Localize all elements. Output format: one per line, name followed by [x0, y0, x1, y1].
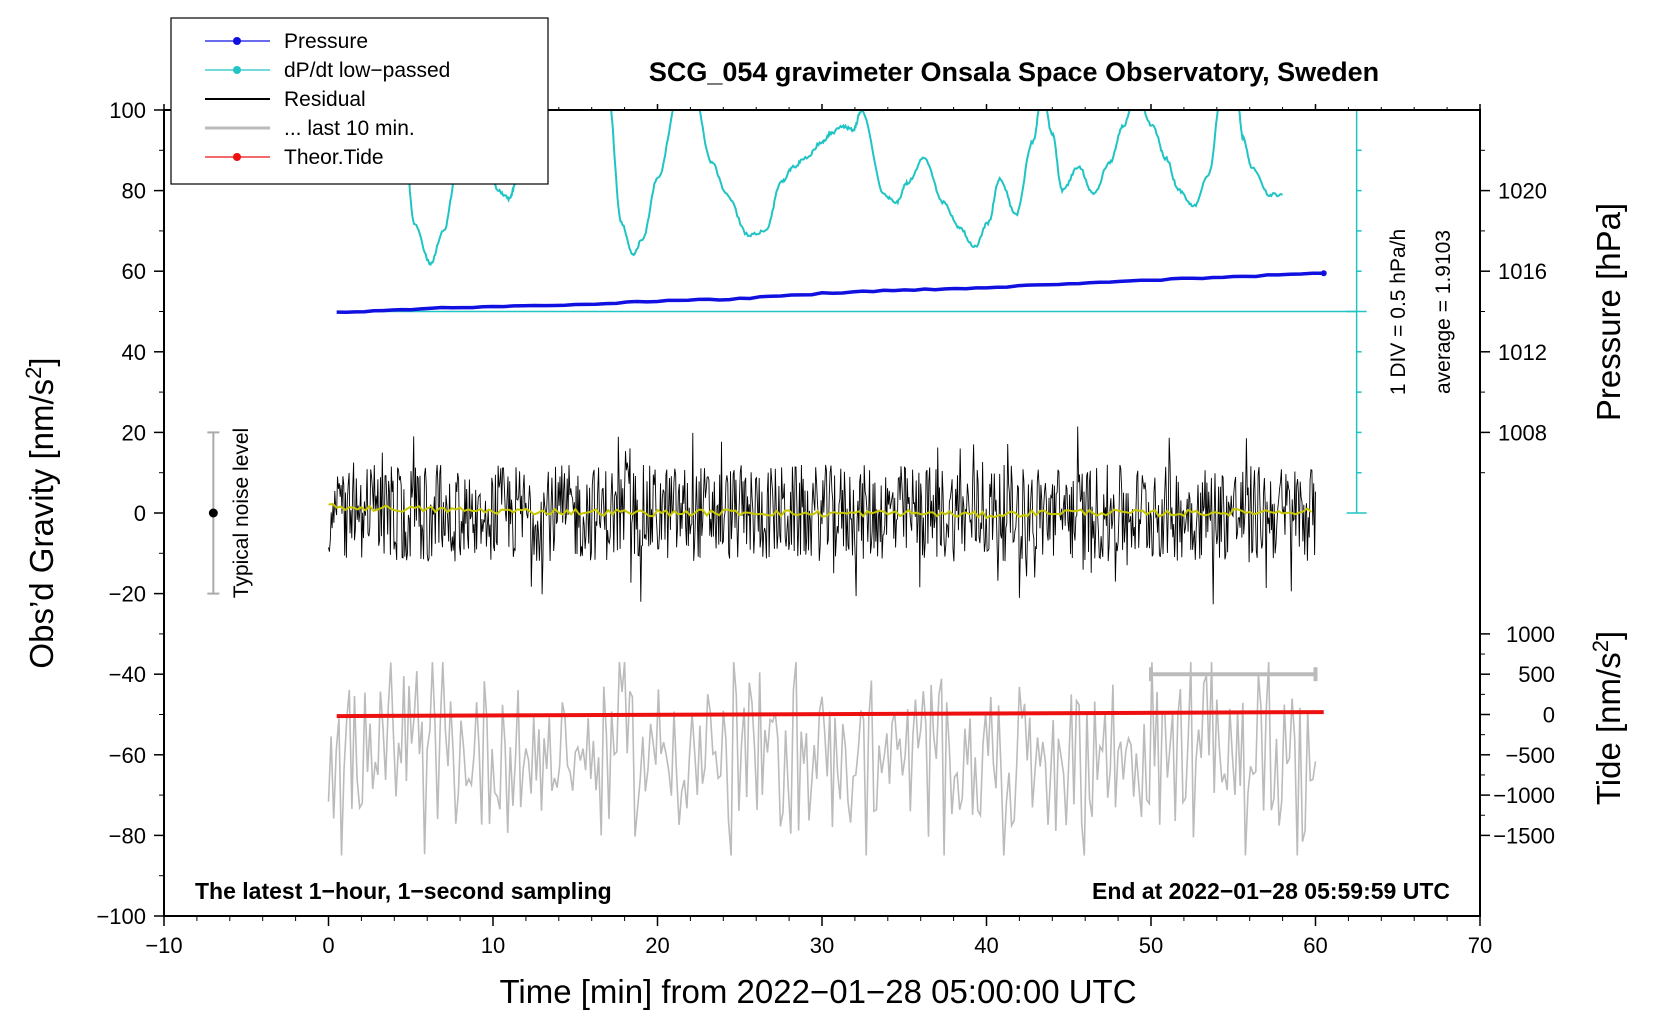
tide-tick-label: 500 — [1518, 662, 1555, 687]
bottom-left-note: The latest 1−hour, 1−second sampling — [195, 878, 612, 904]
legend-label: Residual — [284, 88, 366, 111]
pressure-tick-label: 1020 — [1498, 179, 1547, 204]
tide-axis: 1000 500 0 −500 −1000 −1500 — [1480, 622, 1555, 848]
y-axis-label-left: Obs’d Gravity [nm/s2] — [21, 357, 60, 668]
plot-layer — [207, 109, 1367, 856]
x-tick-label: 40 — [974, 933, 998, 958]
legend-items: Pressure dP/dt low−passed Residual ... last… — [205, 30, 450, 169]
legend-label: Theor.Tide — [284, 146, 384, 169]
legend-marker — [233, 66, 241, 74]
bottom-right-note: End at 2022−01−28 05:59:59 UTC — [1092, 878, 1450, 904]
legend-label: Pressure — [284, 30, 368, 53]
y-tick-label: 0 — [134, 501, 146, 526]
noise-level-label: Typical noise level — [230, 428, 253, 598]
tide-series-line — [336, 710, 1324, 719]
x-tick-label: −10 — [145, 933, 182, 958]
x-axis: −10 0 10 20 30 40 50 60 70 — [145, 104, 1492, 958]
tide-tick-label: −1000 — [1493, 783, 1555, 808]
y-tick-label: 80 — [122, 179, 146, 204]
y-tick-label: 100 — [109, 98, 146, 123]
tide-tick-label: −500 — [1505, 743, 1555, 768]
x-tick-label: 70 — [1468, 933, 1492, 958]
x-tick-label: 50 — [1139, 933, 1163, 958]
pressure-axis-label: Pressure [hPa] — [1590, 203, 1627, 421]
pressure-tick-label: 1016 — [1498, 259, 1547, 284]
y-tick-label: 20 — [122, 420, 146, 445]
tide-tick-label: 1000 — [1506, 622, 1555, 647]
tide-tick-label: 0 — [1543, 703, 1555, 728]
y-tick-label: −100 — [96, 904, 146, 929]
y-tick-label: 60 — [122, 259, 146, 284]
tide-axis-label: Tide [nm/s2] — [1588, 631, 1627, 805]
x-tick-label: 0 — [322, 933, 334, 958]
y-axis-left: 100 80 60 40 20 0 −20 −40 −60 −80 −100 — [96, 98, 164, 929]
y-tick-label: −20 — [109, 582, 146, 607]
legend-marker — [233, 37, 241, 45]
x-tick-label: 60 — [1303, 933, 1327, 958]
div-scale-label: 1 DIV = 0.5 hPa/h — [1387, 229, 1410, 395]
y-tick-label: 40 — [122, 340, 146, 365]
legend-marker — [233, 153, 241, 161]
tide-tick-label: −1500 — [1493, 823, 1555, 848]
chart-title: SCG_054 gravimeter Onsala Space Observat… — [649, 57, 1379, 87]
noise-level-center-dot — [208, 508, 218, 518]
residual-smoothed-line — [328, 502, 1313, 520]
residual-series-line — [328, 426, 1316, 605]
x-tick-label: 30 — [810, 933, 834, 958]
last10-series-line — [327, 662, 1317, 856]
y-tick-label: −40 — [109, 662, 146, 687]
x-axis-label: Time [min] from 2022−01−28 05:00:00 UTC — [499, 973, 1136, 1010]
x-tick-label: 10 — [481, 933, 505, 958]
pressure-axis: 1020 1016 1012 1008 — [1480, 149, 1547, 474]
pressure-series-line — [336, 271, 1324, 315]
y-tick-label: −80 — [109, 823, 146, 848]
legend: Pressure dP/dt low−passed Residual ... last… — [170, 17, 549, 185]
legend-label: dP/dt low−passed — [284, 59, 450, 82]
legend-label: ... last 10 min. — [284, 117, 415, 140]
pressure-end-point — [1320, 270, 1327, 277]
pressure-tick-label: 1008 — [1498, 420, 1547, 445]
x-tick-label: 20 — [645, 933, 669, 958]
average-label: average = 1.9103 — [1432, 230, 1455, 394]
legend-box — [170, 17, 549, 185]
pressure-tick-label: 1012 — [1498, 340, 1547, 365]
y-tick-label: −60 — [109, 743, 146, 768]
